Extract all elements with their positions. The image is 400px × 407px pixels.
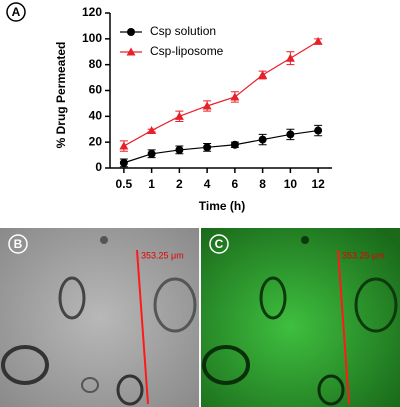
marker: [286, 130, 295, 139]
marker: [230, 92, 240, 101]
marker: [313, 36, 323, 45]
y-tick-label: 80: [89, 57, 103, 71]
series-line: [123, 129, 319, 164]
marker: [202, 101, 212, 110]
marker: [285, 53, 295, 62]
marker: [174, 111, 184, 120]
series-line: [123, 40, 319, 147]
y-tick-label: 20: [89, 134, 103, 148]
legend-label: Csp solution: [150, 24, 216, 38]
marker: [314, 126, 323, 135]
marker: [230, 140, 239, 149]
x-tick-label: 0.5: [116, 177, 133, 191]
marker: [203, 143, 212, 152]
y-tick-label: 0: [95, 160, 102, 174]
panel-label: A: [12, 5, 21, 19]
scale-label: 353.25 μm: [141, 250, 184, 260]
marker: [126, 47, 136, 56]
x-tick-label: 2: [176, 177, 183, 191]
scale-bar: [337, 249, 350, 405]
y-axis-title: % Drug Permeated: [54, 42, 68, 149]
x-tick-label: 10: [284, 177, 298, 191]
marker: [119, 158, 128, 167]
marker: [175, 145, 184, 154]
scale-label: 353.25 μm: [342, 250, 385, 260]
marker: [258, 135, 267, 144]
y-tick-label: 120: [82, 5, 102, 19]
x-tick-label: 12: [311, 177, 325, 191]
y-tick-label: 60: [89, 83, 103, 97]
marker: [147, 126, 157, 135]
marker: [127, 28, 135, 36]
x-tick-label: 6: [232, 177, 239, 191]
x-tick-label: 1: [148, 177, 155, 191]
x-tick-label: 8: [259, 177, 266, 191]
x-axis-title: Time (h): [199, 199, 245, 213]
legend-label: Csp-liposome: [150, 44, 224, 58]
y-tick-label: 40: [89, 109, 103, 123]
y-tick-label: 100: [82, 31, 102, 45]
panel-badge: [209, 234, 229, 254]
micrograph-c: [201, 228, 400, 407]
micrograph-b: [0, 228, 199, 407]
marker: [119, 141, 129, 150]
panel-badge: [6, 2, 26, 22]
panel-label: B: [14, 237, 23, 251]
marker: [258, 70, 268, 79]
panel-badge: [8, 234, 28, 254]
x-tick-label: 4: [204, 177, 211, 191]
scale-bar: [136, 249, 149, 405]
panel-label: C: [215, 237, 224, 251]
marker: [147, 149, 156, 158]
